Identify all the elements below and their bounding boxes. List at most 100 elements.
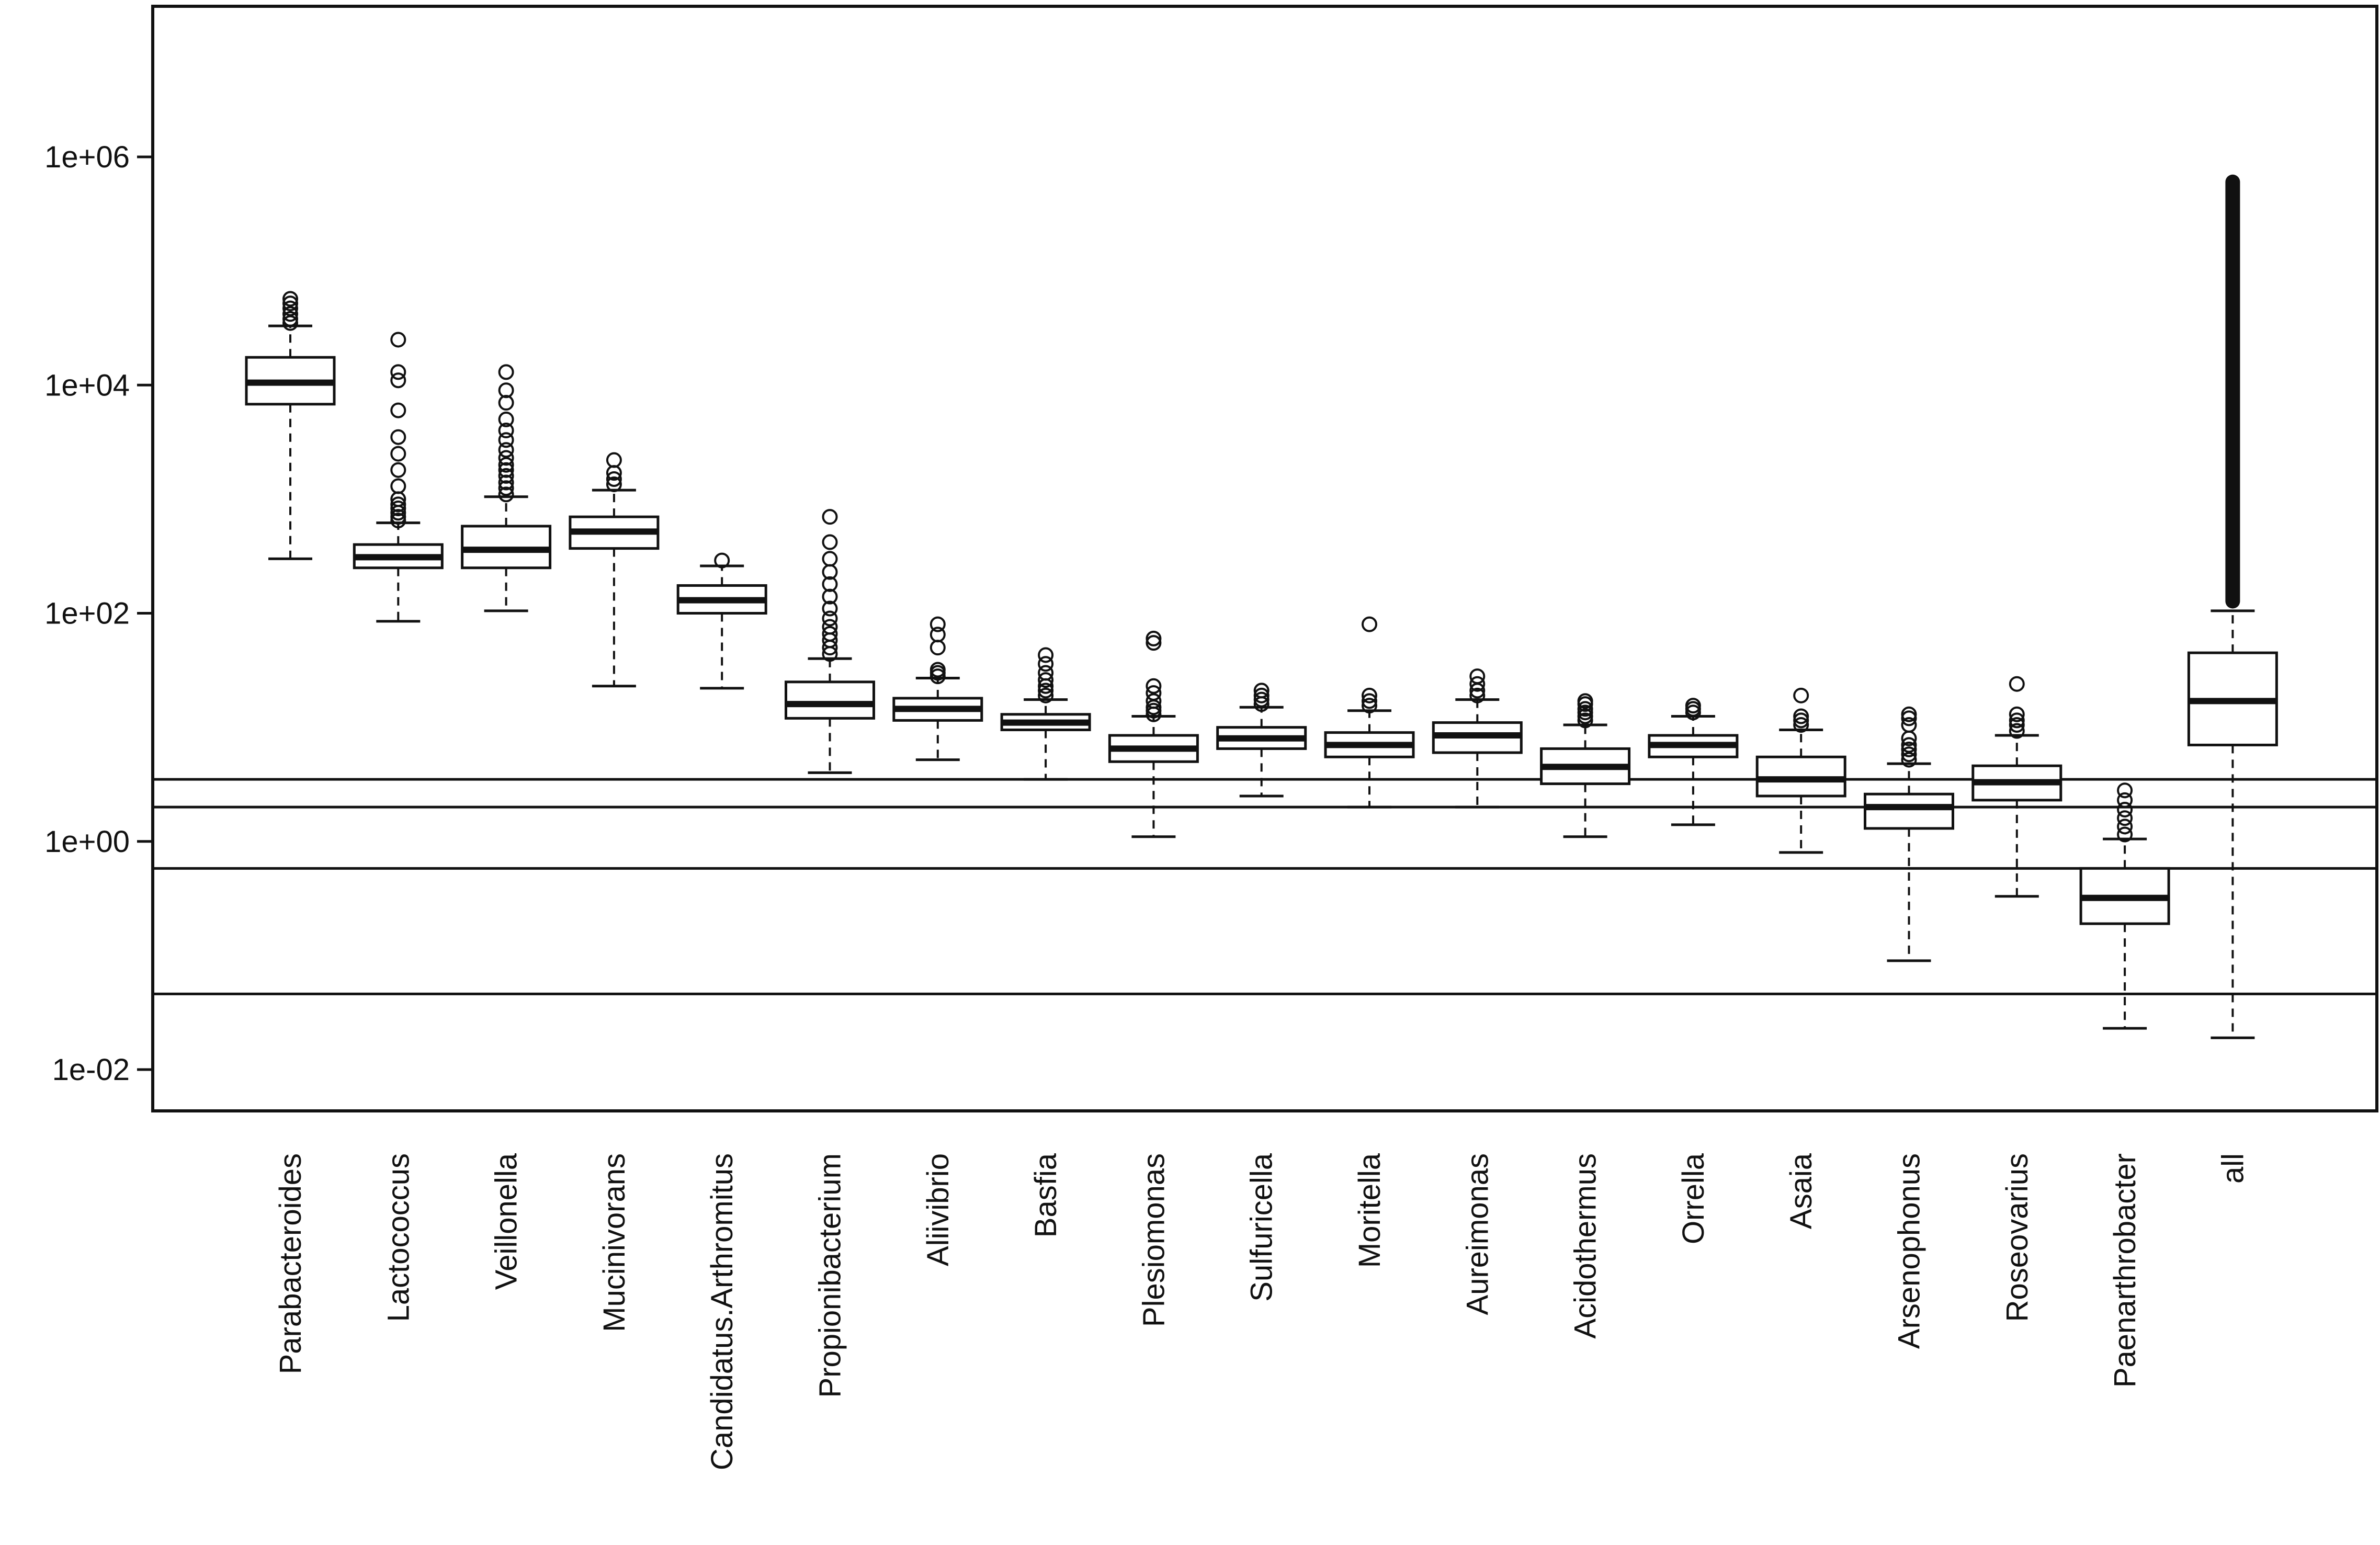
reference-lines — [153, 778, 2377, 995]
outlier-point — [1577, 712, 1593, 729]
category-label: Candidatus.Arthromitus — [705, 1153, 739, 1470]
outlier-point — [1901, 752, 1917, 768]
outlier-point — [822, 576, 838, 592]
outlier-point — [1146, 693, 1162, 709]
y-tick-label: 1e+06 — [44, 140, 130, 174]
box-veillonella — [461, 364, 552, 612]
outlier-point — [390, 446, 406, 462]
box-roseovarius — [1971, 676, 2062, 898]
outlier-point — [930, 616, 946, 632]
box-propionibacterium — [785, 509, 875, 774]
outlier-point — [498, 457, 514, 473]
box-moritella — [1324, 616, 1415, 809]
outlier-point — [1469, 668, 1486, 685]
category-label: Sulfuricella — [1245, 1153, 1279, 1301]
y-tick-label: 1e-02 — [52, 1053, 130, 1087]
outlier-point — [1038, 687, 1054, 703]
outlier-point — [282, 296, 298, 312]
box-parabacteroides — [245, 291, 336, 560]
outlier-point — [822, 619, 838, 635]
outlier-point — [390, 478, 406, 494]
outlier-point — [1577, 693, 1593, 709]
outlier-point — [1901, 717, 1917, 733]
outlier-point — [390, 496, 406, 513]
outlier-point — [2117, 801, 2133, 817]
category-label: Parabacteroides — [274, 1153, 308, 1374]
outlier-point — [1362, 698, 1377, 714]
category-label: Moritella — [1353, 1153, 1387, 1268]
outlier-point — [498, 486, 514, 503]
category-label: Lactococcus — [381, 1153, 415, 1322]
category-label: Asaia — [1784, 1153, 1818, 1229]
outlier-point — [1253, 687, 1270, 703]
outlier-point — [2117, 826, 2133, 843]
outlier-point — [1469, 676, 1486, 692]
outlier-point — [2009, 723, 2025, 739]
outlier-point — [1577, 701, 1593, 717]
box-arsenophonus — [1864, 706, 1954, 962]
category-label: all — [2216, 1153, 2250, 1184]
box-paenarthrobacter — [2079, 782, 2170, 1030]
outlier-point — [390, 402, 406, 418]
outlier-point — [1901, 737, 1917, 753]
outlier-point — [390, 332, 406, 348]
outlier-point — [1038, 656, 1054, 672]
category-label: Orrella — [1676, 1153, 1710, 1244]
box-sulfuricella — [1216, 683, 1307, 798]
outlier-point — [498, 382, 514, 399]
outlier-point — [390, 372, 406, 389]
box-series — [245, 174, 2278, 1039]
box-candidatus-arthromitus — [676, 552, 767, 690]
iqr-box — [1864, 792, 1954, 830]
outlier-point — [1685, 698, 1701, 714]
outlier-point — [282, 291, 298, 307]
category-label: Arsenophonus — [1892, 1153, 1926, 1349]
outlier-point — [1793, 687, 1809, 703]
category-label: Mucinivorans — [597, 1153, 631, 1332]
outlier-point — [1901, 710, 1917, 726]
outlier-point — [498, 450, 514, 466]
box-mucinivorans — [569, 452, 660, 688]
category-label: Basfia — [1029, 1153, 1063, 1237]
outlier-point — [606, 471, 622, 487]
outlier-point — [1362, 616, 1377, 632]
outlier-point — [390, 462, 406, 478]
outlier-point — [2009, 706, 2025, 722]
box-aliivibrio — [892, 616, 983, 762]
outlier-point — [390, 509, 406, 525]
outlier-point — [1901, 706, 1917, 722]
outlier-point — [2117, 810, 2133, 826]
outlier-point — [930, 627, 946, 643]
outlier-point — [498, 480, 514, 496]
iqr-box — [785, 680, 875, 720]
outlier-point — [1146, 635, 1162, 651]
outlier-point — [1146, 685, 1162, 701]
outlier-point — [714, 552, 730, 569]
outlier-point — [2117, 792, 2133, 808]
outlier-point — [930, 640, 946, 656]
outlier-point — [498, 462, 514, 478]
outlier-point — [498, 442, 514, 458]
box-plesiomonas — [1108, 630, 1199, 838]
outlier-point — [930, 662, 946, 678]
outlier-point — [822, 626, 838, 642]
outlier-point — [498, 474, 514, 491]
y-tick-label: 1e+02 — [44, 597, 130, 631]
y-tick-label: 1e+00 — [44, 825, 130, 859]
outlier-point — [498, 423, 514, 439]
outlier-point — [2009, 676, 2025, 692]
x-axis-labels: Parabacteroides Lactococcus Veillonella Muc… — [274, 1153, 2250, 1470]
box-asaia — [1755, 687, 1846, 854]
outlier-point — [498, 364, 514, 380]
outlier-point — [1793, 717, 1809, 733]
outlier-point — [1038, 672, 1054, 688]
y-axis: 1e-02 1e+00 1e+02 1e+04 1e+06 — [44, 140, 153, 1087]
outlier-point — [2117, 819, 2133, 835]
outlier-point — [1793, 708, 1809, 724]
outlier-point — [1038, 665, 1054, 681]
box-all — [2187, 174, 2278, 1039]
category-label: Plesiomonas — [1137, 1153, 1171, 1327]
outlier-point — [498, 395, 514, 411]
outlier-point — [498, 468, 514, 484]
